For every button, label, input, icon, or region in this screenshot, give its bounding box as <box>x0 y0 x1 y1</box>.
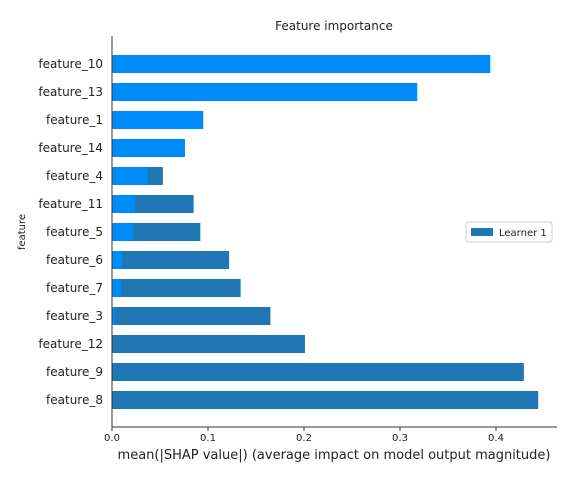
bar-feature_3-series-0 <box>112 307 271 325</box>
bars-layer <box>112 55 539 409</box>
bar-feature_7-series-1 <box>112 279 121 297</box>
bar-feature_8-series-0 <box>112 391 539 409</box>
bar-feature_1-series-1 <box>112 111 204 129</box>
y-tick-label: feature_13 <box>38 85 103 99</box>
bar-feature_3-series-1 <box>112 307 115 325</box>
legend-box <box>465 221 553 243</box>
chart-title: Feature importance <box>275 19 393 33</box>
bar-feature_4-series-1 <box>112 167 148 185</box>
x-tick-label: 0.4 <box>488 433 504 444</box>
y-axis-label: feature <box>17 214 28 250</box>
legend-label: Learner 1 <box>499 228 547 239</box>
y-tick-label: feature_3 <box>46 309 103 323</box>
x-axis: 0.0 0.1 0.2 0.3 0.4 <box>104 426 557 444</box>
legend-swatch <box>471 228 493 236</box>
y-tick-label: feature_11 <box>38 197 103 211</box>
x-tick-label: 0.3 <box>392 433 408 444</box>
x-tick-label: 0.0 <box>104 433 120 444</box>
bar-feature_7-series-0 <box>112 279 241 297</box>
y-tick-label: feature_10 <box>38 57 103 71</box>
bar-feature_10-series-1 <box>112 55 491 73</box>
y-tick-label: feature_8 <box>46 393 103 407</box>
bar-feature_12-series-0 <box>112 335 305 353</box>
y-tick-label: feature_5 <box>46 225 103 239</box>
bar-feature_5-series-0 <box>112 223 201 241</box>
y-tick-label: feature_9 <box>46 365 103 379</box>
y-tick-label: feature_12 <box>38 337 103 351</box>
y-tick-label: feature_7 <box>46 281 103 295</box>
x-tick-label: 0.1 <box>200 433 216 444</box>
y-tick-label: feature_4 <box>46 169 103 183</box>
y-tick-labels: feature_10 feature_13 feature_1 feature_14f… <box>38 57 103 407</box>
x-tick-label: 0.2 <box>296 433 312 444</box>
bar-feature_11-series-1 <box>112 195 136 213</box>
y-tick-label: feature_6 <box>46 253 103 267</box>
bar-feature_6-series-1 <box>112 251 123 269</box>
y-tick-label: feature_1 <box>46 113 103 127</box>
bar-feature_9-series-0 <box>112 363 524 381</box>
x-axis-label: mean(|SHAP value|) (average impact on mo… <box>118 448 551 463</box>
bar-feature_13-series-1 <box>112 83 418 101</box>
legend: Learner 1 <box>465 221 553 243</box>
y-tick-label: feature_14 <box>38 141 103 155</box>
bar-feature_5-series-1 <box>112 223 134 241</box>
bar-feature_14-series-1 <box>112 139 185 157</box>
bar-feature_6-series-0 <box>112 251 230 269</box>
